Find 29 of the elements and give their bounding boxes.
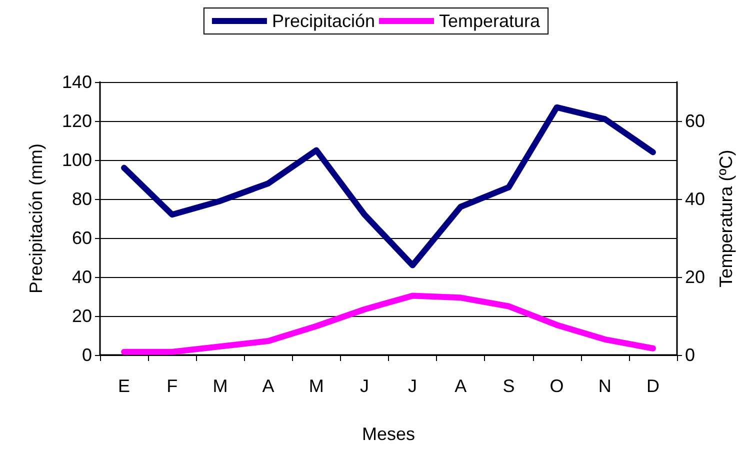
x-tick-label: J [360,376,369,396]
x-tick-label: E [118,376,130,396]
x-tick-label: A [454,376,467,396]
x-tick-label: M [212,376,228,396]
y2-tick-label: 40 [685,189,706,209]
x-tick-label: S [502,376,515,396]
y-tick-label: 20 [72,306,92,326]
legend-label: Precipitación [272,11,376,31]
legend-label: Temperatura [439,11,542,31]
y-tick-label: 60 [72,228,92,248]
y-tick-label: 120 [62,111,92,131]
x-tick-label: N [598,376,612,396]
y2-tick-label: 0 [685,345,696,365]
y-tick-label: 0 [82,345,92,365]
x-tick-label: A [262,376,274,396]
x-tick-label: F [166,376,178,396]
x-tick-label: J [408,376,418,396]
y2-axis-title: Temperatura (ºC) [716,150,736,288]
y-tick-label: 100 [62,150,92,170]
y-tick-label: 80 [72,189,92,209]
x-axis-title: Meses [362,424,416,444]
y2-tick-label: 60 [685,111,706,131]
y-tick-label: 40 [72,267,92,287]
x-tick-label: M [308,376,324,396]
x-tick-label: O [550,376,564,396]
x-tick-label: D [646,376,660,396]
y-axis-title: Precipitación (mm) [26,143,46,294]
y-tick-label: 140 [62,72,92,92]
y2-tick-label: 20 [685,267,706,287]
